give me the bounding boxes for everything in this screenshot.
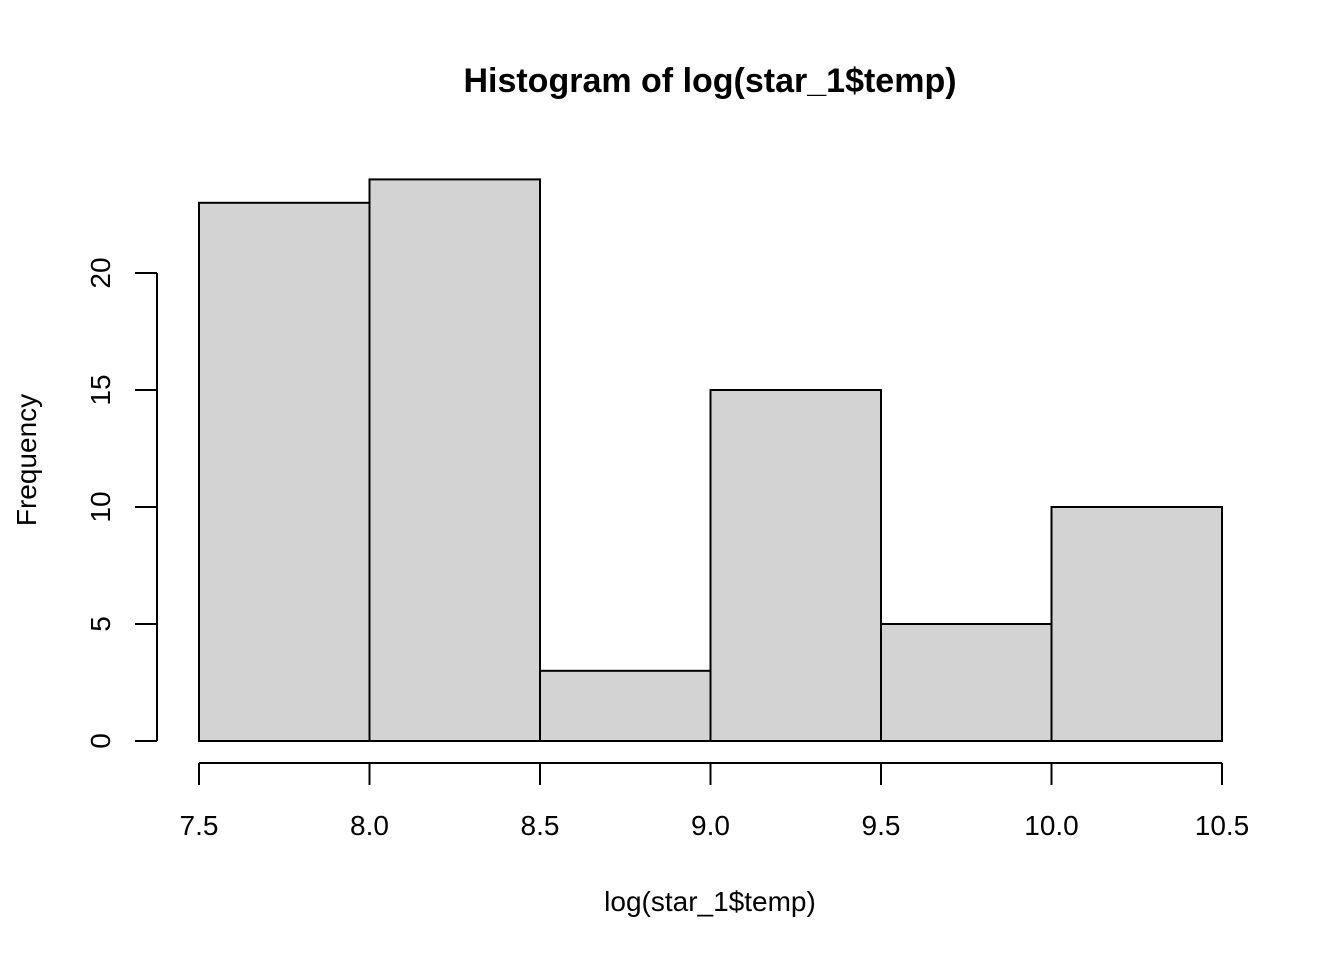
histogram-bar-5	[1050, 506, 1223, 742]
y-tick-label: 20	[85, 257, 116, 288]
x-axis-label: log(star_1$temp)	[604, 886, 816, 917]
histogram-bar-3	[709, 389, 882, 742]
histogram-bar-1	[368, 178, 541, 742]
x-tick-label: 9.5	[862, 810, 901, 841]
y-axis: 0 5 10 15 20	[85, 257, 158, 749]
y-tick-label: 5	[85, 616, 116, 632]
histogram-bar-4	[880, 623, 1053, 742]
y-tick-label: 0	[85, 733, 116, 749]
y-tick-label: 10	[85, 491, 116, 522]
x-tick-label: 10.0	[1024, 810, 1079, 841]
y-axis-label: Frequency	[11, 394, 42, 526]
x-tick-label: 7.5	[180, 810, 219, 841]
x-tick-label: 8.0	[350, 810, 389, 841]
y-tick-label: 15	[85, 374, 116, 405]
x-axis: 7.5 8.0 8.5 9.0 9.5 10.0 10.5	[180, 762, 1250, 841]
x-tick-label: 8.5	[521, 810, 560, 841]
histogram-bar-2	[539, 669, 712, 742]
histogram-bar-0	[198, 201, 371, 743]
chart-title: Histogram of log(star_1$temp)	[463, 62, 956, 100]
x-tick-label: 9.0	[691, 810, 730, 841]
bars-group	[198, 178, 1223, 743]
x-tick-label: 10.5	[1195, 810, 1250, 841]
